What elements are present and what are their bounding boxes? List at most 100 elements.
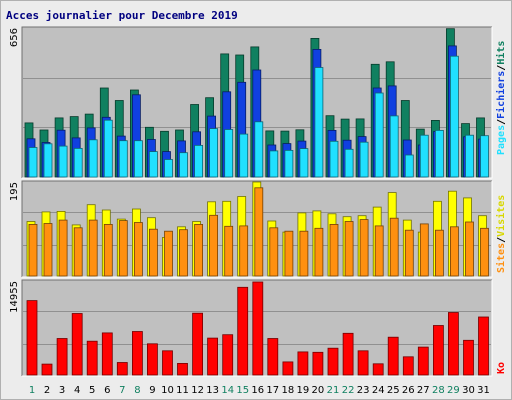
day-label-13: 13: [206, 385, 219, 396]
day-label-8: 8: [134, 385, 140, 396]
day-label-17: 17: [266, 385, 279, 396]
day-label-29: 29: [447, 385, 460, 396]
bar-pages-day-27: [419, 134, 429, 178]
bar-pages-day-19: [299, 148, 309, 178]
bar-ko-day-21: [327, 347, 339, 376]
bar-ko-day-1: [26, 300, 38, 376]
bar-pages-day-17: [269, 150, 279, 178]
day-label-1: 1: [29, 385, 35, 396]
legend-panel-ko: Ko: [496, 362, 507, 374]
bar-pages-day-24: [374, 92, 384, 178]
day-label-7: 7: [119, 385, 125, 396]
bar-pages-day-29: [449, 55, 459, 178]
ymax-label-hits: 656: [9, 28, 20, 47]
bar-ko-day-9: [146, 343, 158, 376]
bar-ko-day-10: [162, 350, 173, 376]
bar-pages-day-21: [329, 140, 339, 178]
bar-ko-day-30: [463, 339, 474, 376]
bar-pages-day-13: [209, 128, 219, 178]
bar-pages-day-28: [434, 129, 444, 178]
bar-pages-day-1: [28, 147, 38, 178]
bar-pages-day-8: [133, 140, 143, 178]
day-label-21: 21: [327, 385, 340, 396]
ymax-label-ko: 14955: [9, 281, 20, 313]
bar-ko-day-28: [432, 325, 444, 376]
bar-ko-day-11: [177, 362, 188, 376]
bar-sites-day-5: [88, 219, 98, 277]
bar-ko-day-31: [478, 316, 489, 376]
bar-pages-day-2: [43, 143, 53, 178]
bar-pages-day-25: [389, 115, 399, 178]
bar-ko-day-6: [101, 332, 113, 376]
ymax-label-visits: 195: [9, 182, 20, 201]
bar-pages-day-14: [224, 129, 234, 178]
legend-sep-2: /: [496, 65, 507, 71]
bar-ko-day-7: [116, 362, 128, 376]
bar-pages-day-5: [88, 139, 98, 178]
day-label-31: 31: [477, 385, 490, 396]
legend-visites: Visites: [495, 195, 507, 237]
bar-sites-day-22: [344, 221, 354, 277]
bar-sites-day-14: [224, 225, 234, 277]
bar-sites-day-20: [314, 227, 324, 277]
bar-sites-day-28: [434, 229, 444, 277]
bar-pages-day-16: [254, 121, 264, 178]
bar-ko-day-13: [207, 337, 219, 376]
bar-pages-day-31: [480, 135, 489, 178]
bar-sites-day-4: [73, 227, 83, 277]
bar-sites-day-9: [148, 228, 158, 277]
bar-pages-day-9: [148, 151, 158, 178]
legend-fichiers: Fichiers: [495, 71, 507, 119]
bar-sites-day-1: [28, 223, 38, 277]
bar-sites-day-16: [254, 187, 264, 277]
day-label-4: 4: [74, 385, 80, 396]
bar-ko-day-14: [222, 334, 234, 376]
day-label-3: 3: [59, 385, 65, 396]
bar-ko-day-26: [402, 356, 414, 376]
bar-ko-day-24: [372, 363, 384, 376]
day-label-2: 2: [44, 385, 50, 396]
bar-ko-day-23: [357, 350, 369, 376]
day-label-10: 10: [161, 385, 174, 396]
bar-sites-day-17: [269, 227, 279, 277]
day-label-22: 22: [342, 385, 355, 396]
day-label-15: 15: [236, 385, 249, 396]
bar-pages-day-15: [239, 133, 249, 178]
bar-sites-day-6: [103, 223, 113, 277]
day-label-14: 14: [221, 385, 234, 396]
bar-sites-day-26: [404, 229, 414, 277]
day-label-16: 16: [251, 385, 264, 396]
bar-sites-day-23: [359, 219, 369, 277]
bars-layer: [24, 28, 489, 376]
bar-sites-day-19: [299, 230, 309, 277]
bar-ko-day-15: [237, 286, 249, 376]
legend-panel-hits: Pages/Fichiers/Hits: [495, 41, 507, 155]
bar-sites-day-2: [43, 223, 53, 277]
bar-pages-day-18: [284, 149, 294, 178]
panel-borders: [21, 26, 493, 377]
bar-sites-day-29: [449, 226, 459, 277]
bar-pages-day-12: [194, 144, 204, 178]
bar-sites-day-24: [374, 225, 384, 277]
day-label-9: 9: [149, 385, 155, 396]
legend-sep-1: /: [496, 119, 507, 125]
bar-sites-day-25: [389, 217, 399, 277]
bar-ko-day-3: [56, 338, 68, 376]
bar-sites-day-10: [164, 230, 173, 277]
bar-pages-day-10: [164, 159, 173, 178]
legend-sites: Sites: [495, 243, 507, 273]
bar-ko-day-16: [252, 281, 264, 376]
bar-sites-day-15: [239, 225, 249, 277]
bar-sites-day-13: [209, 214, 219, 277]
day-label-11: 11: [176, 385, 189, 396]
legend-sep-3: /: [496, 237, 507, 243]
bar-ko-day-27: [417, 346, 429, 376]
bar-pages-day-23: [359, 141, 369, 178]
bar-ko-day-8: [131, 331, 143, 376]
legend-pages: Pages: [496, 125, 507, 155]
bar-ko-day-25: [387, 336, 399, 376]
day-label-12: 12: [191, 385, 204, 396]
bar-pages-day-11: [179, 152, 188, 178]
day-label-5: 5: [89, 385, 95, 396]
bar-sites-day-21: [329, 223, 339, 277]
